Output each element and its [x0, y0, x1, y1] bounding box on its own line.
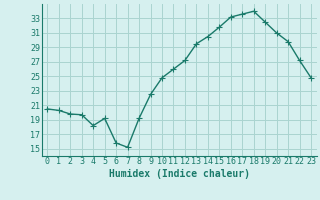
X-axis label: Humidex (Indice chaleur): Humidex (Indice chaleur) — [109, 169, 250, 179]
